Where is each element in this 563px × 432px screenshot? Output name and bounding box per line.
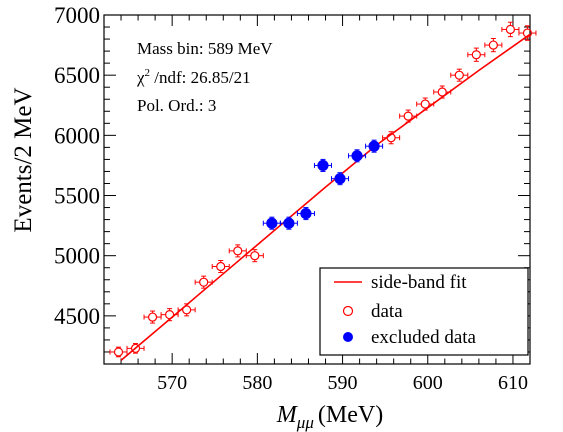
- data-point: [501, 21, 520, 38]
- data-point: [399, 109, 418, 123]
- data-marker: [147, 312, 158, 322]
- x-axis-title: Mμμ (MeV): [276, 402, 383, 432]
- data-point: [450, 68, 469, 82]
- legend-excluded-label: excluded data: [371, 327, 477, 348]
- data-marker: [199, 277, 209, 287]
- legend-fit-label: side-band fit: [371, 272, 467, 293]
- legend-data-symbol: [342, 305, 354, 317]
- fit-layer: [120, 33, 531, 362]
- y-axis-title: Events/2 MeV: [10, 87, 37, 232]
- data-marker: [182, 305, 192, 315]
- y-tick-label: 7000: [54, 3, 100, 28]
- data-point: [467, 47, 486, 62]
- data-point: [211, 260, 230, 274]
- data-marker: [165, 310, 175, 320]
- excluded-data-point: [262, 216, 281, 230]
- data-point: [433, 85, 452, 99]
- data-point: [416, 97, 435, 111]
- excluded-data-point: [296, 207, 315, 221]
- x-tick-label: 580: [242, 372, 272, 394]
- data-marker: [471, 50, 481, 60]
- y-tick-label: 5500: [54, 184, 100, 209]
- data-point: [194, 275, 213, 289]
- data-marker: [505, 24, 516, 35]
- legend-excluded-symbol: [343, 332, 353, 342]
- excluded-marker: [283, 217, 295, 229]
- points-layer: [109, 21, 537, 358]
- x-tick-label: 610: [498, 372, 528, 394]
- data-marker: [403, 111, 413, 121]
- excluded-marker: [351, 150, 363, 162]
- data-point: [382, 131, 401, 145]
- data-marker: [233, 246, 243, 256]
- data-point: [484, 37, 503, 53]
- pol-order-label: Pol. Ord.: 3: [137, 96, 216, 115]
- fit-curve: [120, 33, 531, 362]
- y-tick-label: 4500: [54, 304, 100, 329]
- y-tick-label: 5000: [54, 244, 100, 269]
- data-marker: [488, 40, 498, 50]
- data-point: [245, 249, 264, 263]
- data-marker: [386, 133, 396, 143]
- data-marker: [250, 251, 260, 261]
- data-marker: [522, 28, 533, 38]
- excluded-marker: [368, 140, 380, 152]
- data-point: [160, 308, 179, 322]
- data-marker: [420, 99, 430, 109]
- data-point: [143, 310, 162, 324]
- excluded-data-point: [365, 139, 384, 153]
- data-marker: [130, 343, 141, 353]
- data-point: [126, 343, 145, 354]
- plot-frame: [103, 14, 531, 365]
- excluded-data-point: [348, 149, 367, 163]
- axes: 570 580 590 600 610 4500 5000 5500 6000 6500 7000: [54, 3, 531, 394]
- x-tick-label: 600: [413, 372, 443, 394]
- data-marker: [216, 261, 226, 272]
- legend: side-band fit data excluded data: [319, 267, 529, 356]
- mass-bin-label: Mass bin: 589 MeV: [137, 39, 273, 58]
- excluded-marker: [317, 159, 329, 172]
- excluded-data-point: [330, 172, 350, 186]
- data-point: [177, 303, 196, 317]
- data-marker: [437, 87, 447, 97]
- data-point: [228, 244, 247, 258]
- data-marker: [454, 70, 464, 80]
- chi2-label: χ2 /ndf: 26.85/21: [136, 67, 251, 87]
- excluded-marker: [300, 207, 312, 220]
- excluded-marker: [334, 173, 346, 185]
- data-point: [518, 25, 537, 41]
- x-tick-label: 570: [157, 372, 187, 394]
- excluded-data-point: [279, 216, 298, 230]
- y-tick-label: 6500: [54, 63, 100, 88]
- x-tick-label: 590: [328, 372, 358, 394]
- excluded-marker: [266, 217, 278, 229]
- y-tick-label: 6000: [54, 123, 100, 148]
- data-marker: [113, 347, 124, 357]
- legend-data-label: data: [371, 301, 403, 322]
- data-point: [109, 346, 128, 358]
- excluded-data-point: [313, 158, 332, 172]
